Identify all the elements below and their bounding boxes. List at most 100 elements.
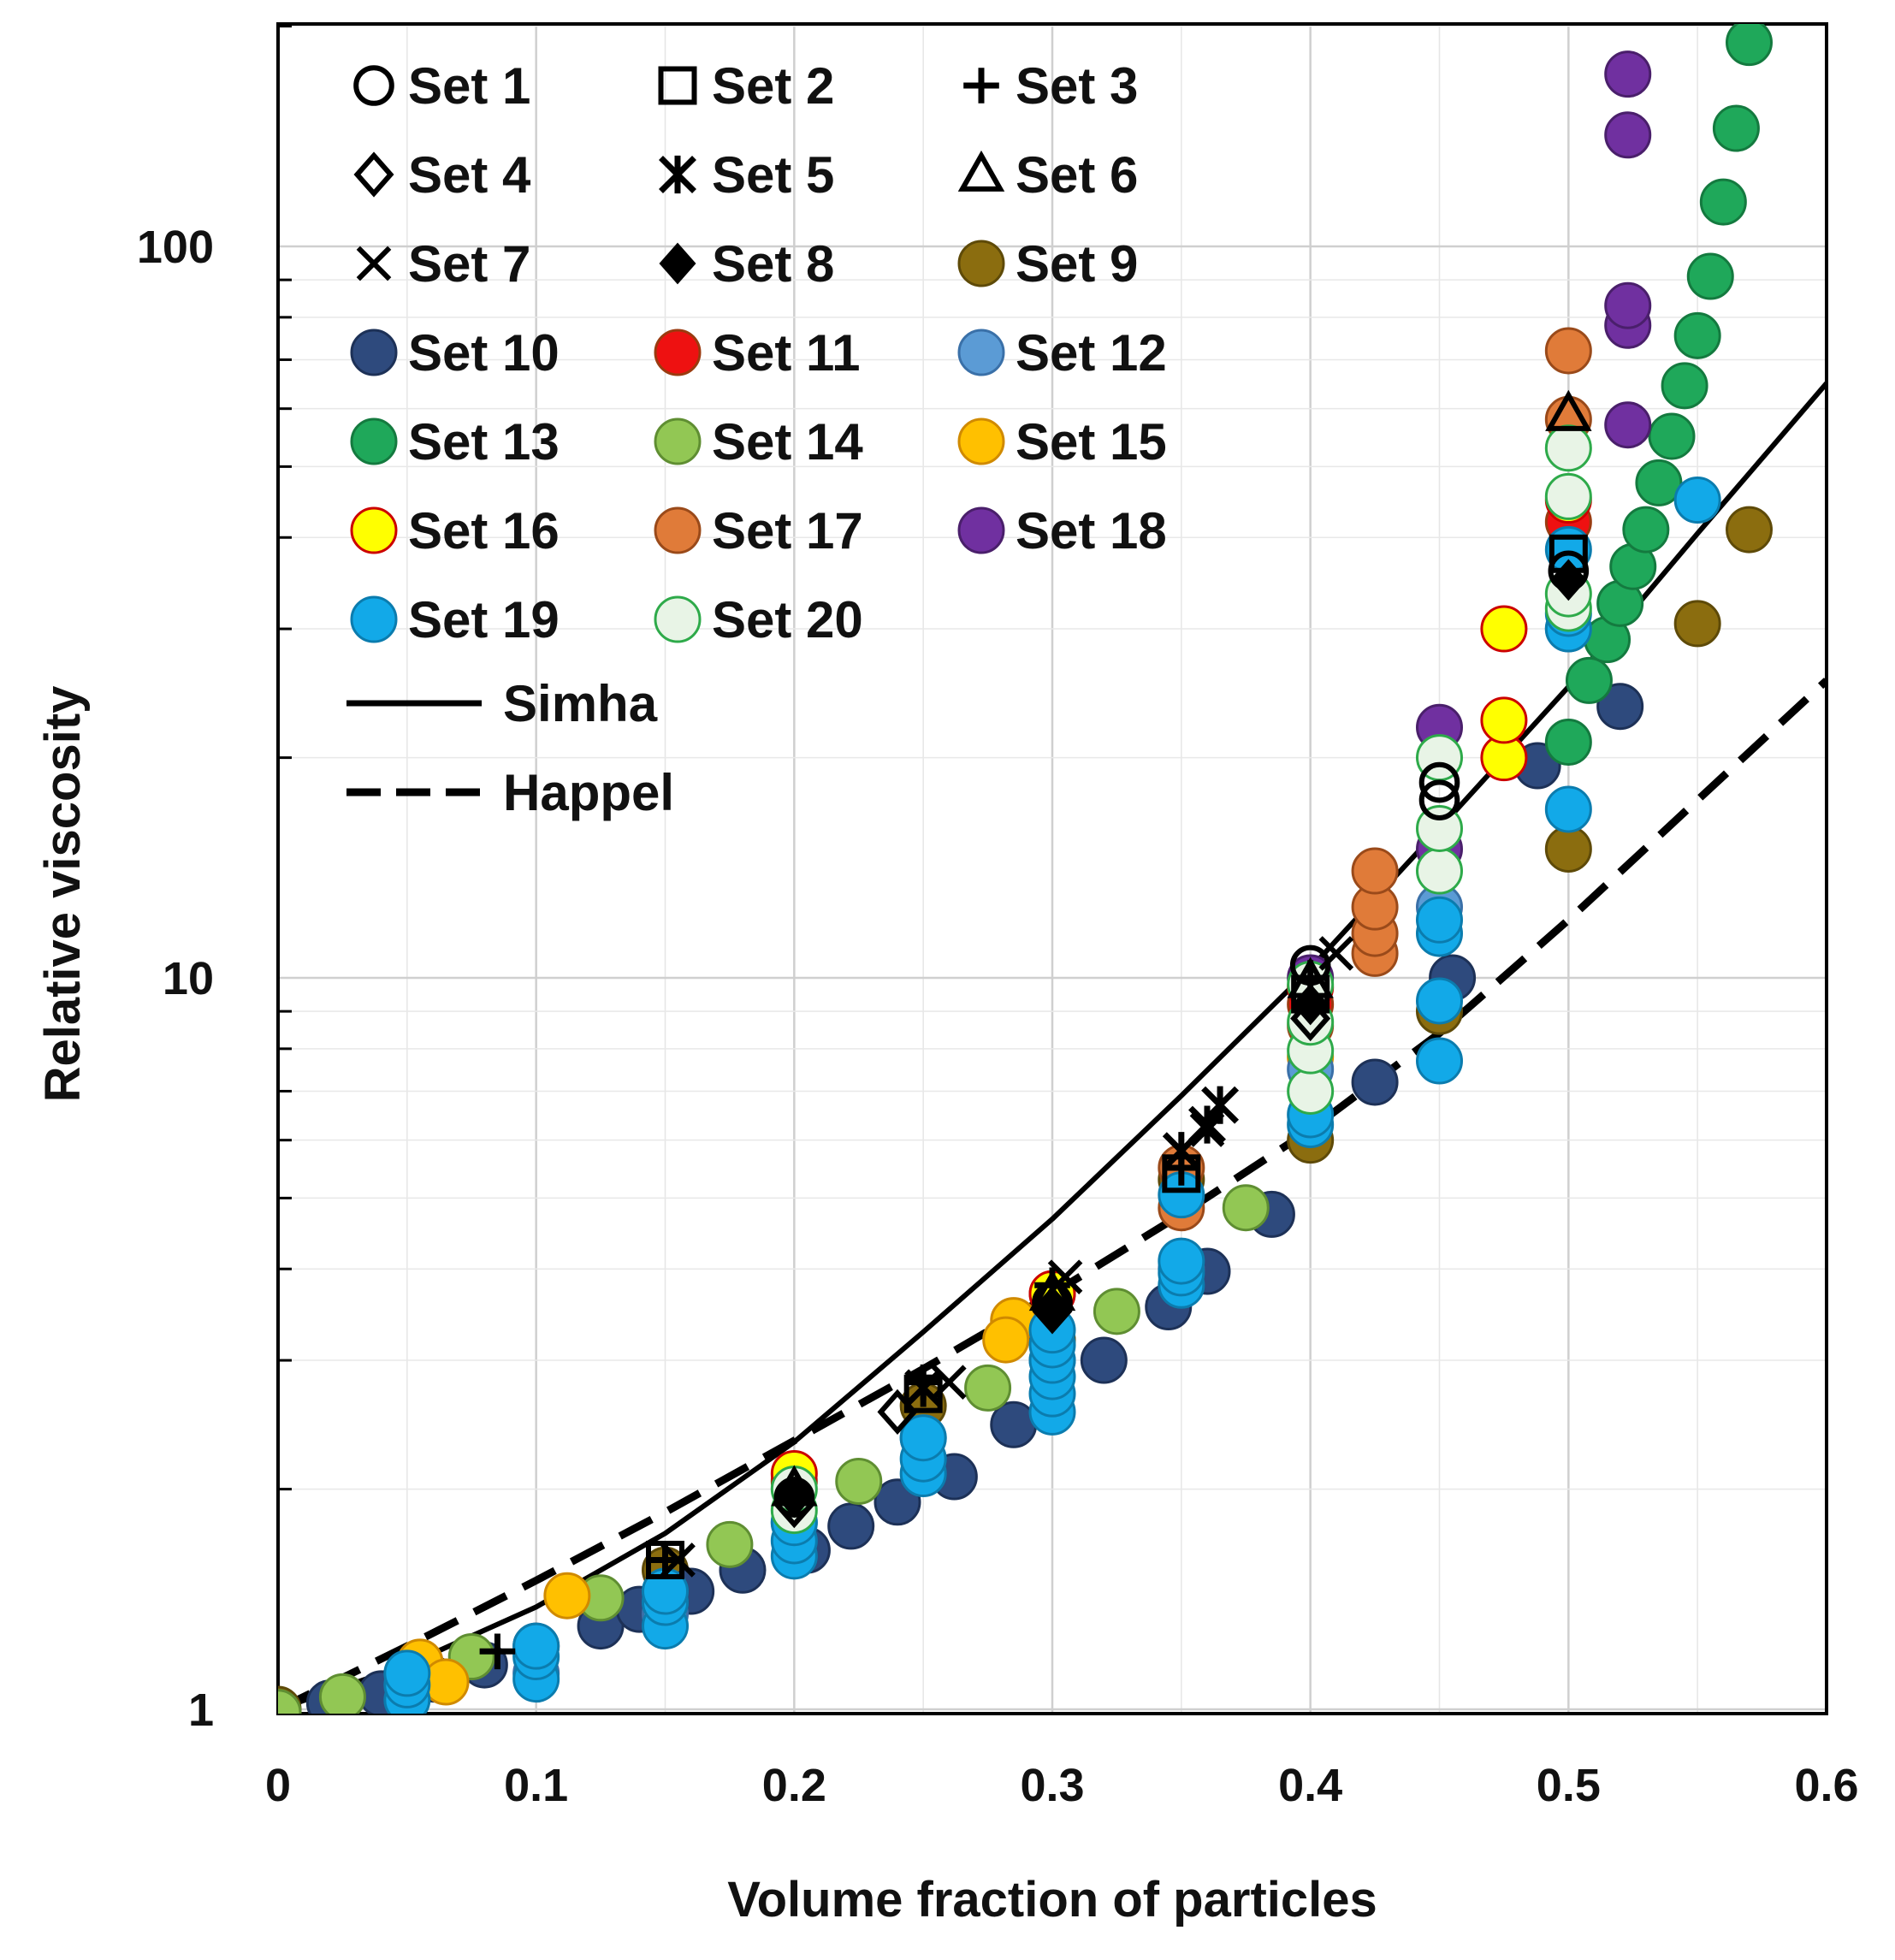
- data-point: [1675, 601, 1720, 646]
- legend-label: Set 11: [712, 324, 860, 382]
- data-point: [708, 1522, 752, 1566]
- legend-item: Simha: [346, 675, 658, 732]
- legend-label: Set 2: [712, 57, 834, 115]
- data-point: [1624, 507, 1668, 552]
- legend-label: Set 20: [712, 591, 863, 648]
- legend-label: Set 10: [408, 324, 560, 382]
- data-point: [1482, 607, 1526, 651]
- legend-item: Set 18: [959, 502, 1167, 560]
- data-point: [1546, 426, 1590, 471]
- data-point: [320, 1674, 364, 1719]
- data-point: [1727, 21, 1772, 65]
- legend-item: Happel: [346, 764, 674, 821]
- legend: Set 1 Set 2 Set 3 Set 4 Set 5 Set 6 Set 7 Set 8…: [346, 57, 1167, 821]
- data-point: [1353, 1060, 1397, 1104]
- legend-item: Set 17: [655, 502, 863, 560]
- data-point: [1649, 414, 1694, 459]
- legend-marker: [959, 241, 1004, 286]
- legend-label: Set 15: [1016, 413, 1167, 471]
- legend-marker: [959, 330, 1004, 375]
- legend-item: Set 6: [962, 146, 1139, 204]
- y-axis-ticks: [278, 27, 292, 1709]
- legend-label: Set 13: [408, 413, 560, 471]
- data-point: [545, 1573, 589, 1618]
- legend-marker: [655, 330, 700, 375]
- legend-item: Set 12: [959, 324, 1167, 382]
- data-point: [1688, 254, 1732, 299]
- data-point: [1606, 113, 1650, 157]
- data-point: [1546, 787, 1590, 832]
- series-set-3: [480, 960, 1329, 1669]
- data-point: [829, 1504, 873, 1548]
- data-point: [1675, 478, 1720, 523]
- data-point: [1288, 1069, 1333, 1113]
- data-point: [1418, 979, 1462, 1023]
- data-point: [1546, 329, 1590, 373]
- legend-label: Happel: [503, 764, 674, 821]
- legend-item: Set 7: [358, 235, 531, 293]
- y-tick-label: 100: [137, 222, 214, 273]
- legend-label: Set 5: [712, 146, 834, 204]
- legend-label: Set 9: [1016, 235, 1138, 293]
- data-point: [1159, 1239, 1204, 1283]
- data-point: [1546, 720, 1590, 765]
- x-tick-label: 0: [265, 1760, 291, 1811]
- legend-marker: [352, 419, 396, 464]
- series-set-13: [1546, 21, 1771, 765]
- legend-label: Set 18: [1016, 502, 1167, 560]
- x-axis-tick-labels: 0 0.1 0.2 0.3 0.4 0.5 0.6: [265, 1760, 1859, 1811]
- data-point: [1094, 1289, 1139, 1334]
- legend-item: Set 4: [358, 146, 532, 204]
- data-point: [1675, 313, 1720, 358]
- data-point: [1566, 658, 1611, 702]
- legend-label: Set 12: [1016, 324, 1167, 382]
- legend-item: Set 16: [352, 502, 560, 560]
- legend-label: Set 6: [1016, 146, 1138, 204]
- data-point: [837, 1459, 881, 1503]
- data-point: [1418, 897, 1462, 942]
- legend-marker: [661, 156, 695, 193]
- y-axis-title: Relative viscosity: [35, 686, 91, 1103]
- data-point: [1606, 403, 1650, 447]
- x-axis-title: Volume fraction of particles: [727, 1872, 1377, 1927]
- legend-item: Set 1: [356, 57, 530, 115]
- legend-item: Set 15: [959, 413, 1167, 471]
- data-point: [1353, 849, 1397, 893]
- legend-item: Set 14: [655, 413, 863, 471]
- data-point: [1701, 180, 1745, 224]
- data-point: [1606, 283, 1650, 328]
- y-tick-label: 1: [188, 1685, 214, 1736]
- data-point: [1714, 106, 1758, 151]
- data-point: [1482, 698, 1526, 743]
- series-set-18: [1288, 52, 1650, 1000]
- x-tick-label: 0.6: [1794, 1760, 1858, 1811]
- data-point: [514, 1624, 559, 1668]
- legend-marker: [655, 508, 700, 553]
- legend-marker: [655, 419, 700, 464]
- data-point: [966, 1365, 1010, 1410]
- legend-marker: [963, 68, 999, 104]
- x-tick-label: 0.4: [1278, 1760, 1342, 1811]
- data-point: [1662, 364, 1707, 408]
- legend-marker: [352, 508, 396, 553]
- legend-marker: [661, 245, 695, 282]
- y-tick-label: 10: [163, 953, 214, 1004]
- legend-marker: [959, 419, 1004, 464]
- data-point: [385, 1651, 429, 1696]
- legend-marker: [352, 330, 396, 375]
- legend-item: Set 19: [352, 591, 560, 648]
- x-tick-label: 0.1: [504, 1760, 568, 1811]
- legend-item: Set 3: [963, 57, 1138, 115]
- legend-marker: [356, 68, 392, 104]
- data-point: [1081, 1338, 1126, 1383]
- legend-marker: [358, 248, 389, 279]
- data-point: [984, 1318, 1028, 1362]
- legend-marker: [655, 597, 700, 642]
- legend-marker: [661, 69, 695, 103]
- legend-label: Set 3: [1016, 57, 1138, 115]
- data-point: [256, 1691, 300, 1735]
- data-point: [1546, 826, 1590, 871]
- data-point: [1223, 1186, 1268, 1230]
- legend-item: Set 10: [352, 324, 560, 382]
- legend-item: Set 9: [959, 235, 1138, 293]
